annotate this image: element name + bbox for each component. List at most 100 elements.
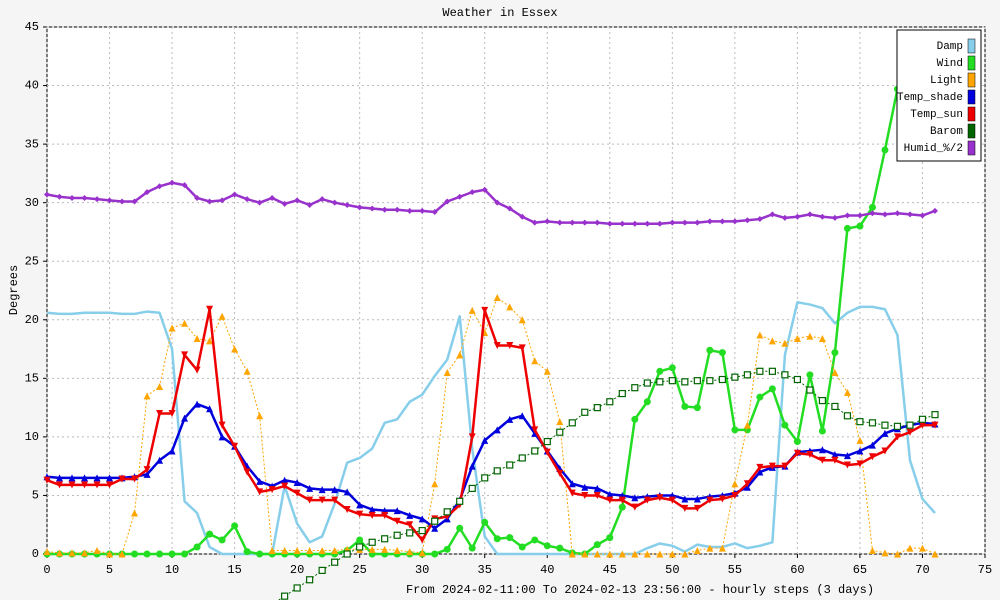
y-tick-label: 15 [25,372,39,386]
point [681,550,689,558]
point [468,306,476,314]
point [581,219,588,226]
point [206,405,214,413]
point [356,536,364,544]
point [856,418,864,426]
point [468,462,476,470]
point [518,412,526,420]
y-axis-label: Degrees [7,265,21,315]
point [556,418,564,426]
x-tick-label: 45 [603,563,617,577]
point [556,219,563,226]
point [606,490,614,498]
point [431,524,439,532]
x-tick-label: 5 [106,563,113,577]
point [56,193,63,200]
point [756,367,764,375]
point [381,511,389,519]
point [543,448,551,456]
point [256,550,264,558]
y-tick-label: 20 [25,313,39,327]
point [818,456,826,464]
point [618,496,626,504]
point [568,480,576,488]
point [543,367,551,375]
point [206,305,214,313]
point [306,546,314,554]
point [318,546,326,554]
point [906,544,914,552]
point [243,548,251,556]
point [456,524,464,532]
y-tick-label: 35 [25,137,39,151]
point [718,495,726,503]
point [631,503,639,511]
chart-title: Weather in Essex [442,6,557,20]
point [356,510,364,518]
point [594,219,601,226]
y-tick-label: 30 [25,196,39,210]
y-tick-label: 40 [25,79,39,93]
point [143,392,151,400]
point [856,436,864,444]
point [218,536,226,544]
point [643,550,651,558]
point [181,182,188,189]
point [293,546,301,554]
point [844,212,851,219]
point [306,484,314,492]
point [606,550,614,558]
point [319,196,326,203]
point [406,521,414,529]
point [418,515,426,523]
point [406,207,413,214]
point [456,193,463,200]
point [731,480,739,488]
point [393,531,401,539]
point [194,194,201,201]
point [544,218,551,225]
point [681,378,689,386]
point [343,550,351,558]
point [868,203,876,211]
point [831,368,839,376]
point [668,364,676,372]
point [306,496,314,504]
point [668,377,676,385]
x-tick-label: 65 [853,563,867,577]
point [906,421,914,429]
point [169,179,176,186]
point [881,429,889,437]
point [193,335,201,343]
point [406,511,414,519]
legend-swatch [967,72,976,88]
point [318,486,326,494]
point [231,345,239,353]
point [693,404,701,412]
point [781,339,789,347]
point [869,210,876,217]
point [468,544,476,552]
point [369,205,376,212]
point [506,342,514,350]
legend-box [896,29,982,162]
point [794,213,801,220]
point [531,426,539,434]
point [256,477,264,485]
point [718,544,726,552]
point [381,535,389,543]
point [818,446,826,454]
point [606,398,614,406]
point [181,550,189,558]
point [168,447,176,455]
point [393,517,401,525]
x-tick-label: 30 [415,563,429,577]
point [718,349,726,357]
x-tick-label: 60 [790,563,804,577]
point [43,548,51,556]
point [456,351,464,359]
point [181,351,189,359]
point [69,194,76,201]
point [881,421,889,429]
